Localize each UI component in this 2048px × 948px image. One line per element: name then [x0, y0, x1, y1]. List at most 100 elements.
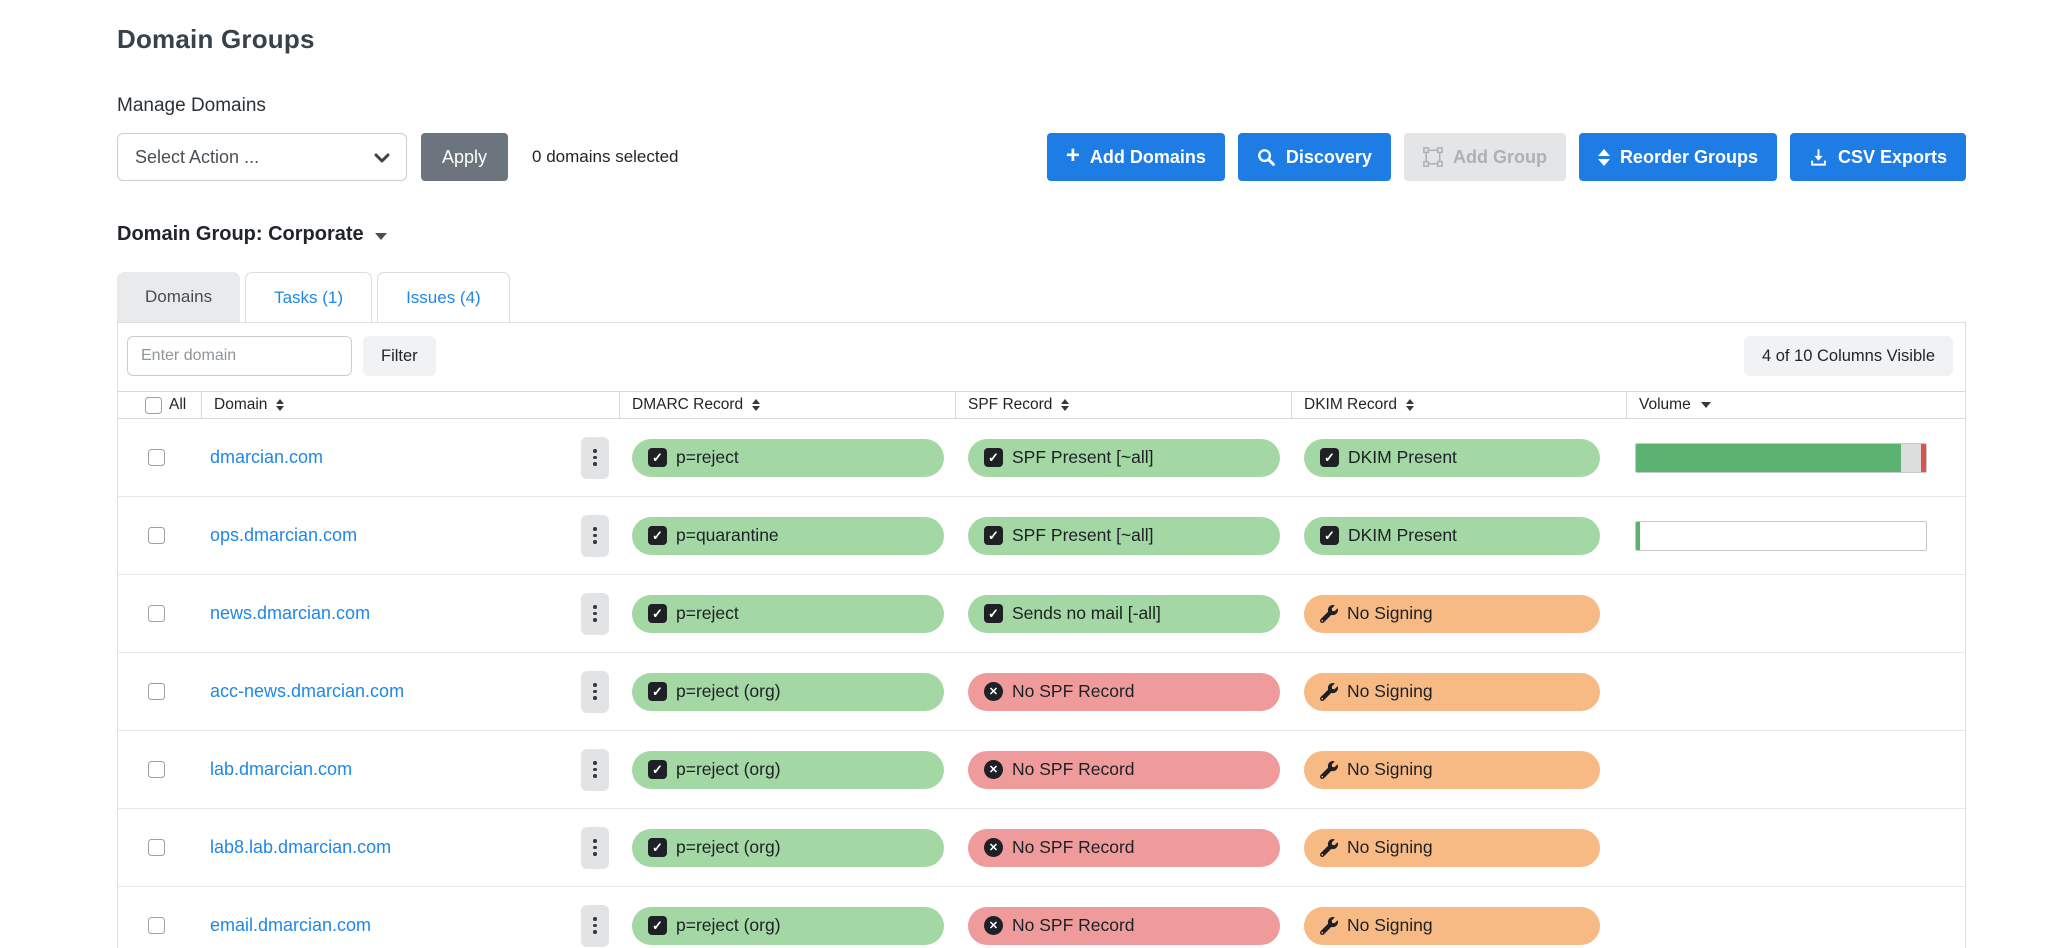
- domain-link[interactable]: acc-news.dmarcian.com: [210, 681, 405, 701]
- discovery-button[interactable]: Discovery: [1237, 133, 1391, 181]
- table-row: lab.dmarcian.com ✓ p=reject (org) ✕ No SPF R…: [118, 731, 1965, 809]
- status-badge: No Signing: [1304, 672, 1600, 711]
- row-checkbox[interactable]: [148, 527, 165, 544]
- sort-icon: [1061, 398, 1070, 412]
- check-square-icon: ✓: [648, 682, 667, 701]
- status-badge: ✓ Sends no mail [-all]: [968, 594, 1280, 633]
- add-domains-label: Add Domains: [1089, 146, 1206, 167]
- domain-group-selector[interactable]: Domain Group: Corporate: [117, 223, 387, 246]
- badge-label: SPF Present [~all]: [1012, 447, 1154, 467]
- status-badge: ✓ p=reject (org): [632, 672, 944, 711]
- badge-label: No Signing: [1347, 837, 1433, 857]
- sort-icon: [752, 398, 761, 412]
- select-all-label: All: [169, 396, 187, 413]
- domain-link[interactable]: news.dmarcian.com: [210, 603, 371, 623]
- domain-link[interactable]: email.dmarcian.com: [210, 915, 372, 935]
- wrench-icon: [1320, 604, 1338, 623]
- volume-bar: [1635, 442, 1927, 473]
- badge-label: DKIM Present: [1348, 447, 1457, 467]
- row-actions-menu-button[interactable]: [581, 904, 609, 947]
- status-badge: ✓ p=reject: [632, 594, 944, 633]
- badge-label: No SPF Record: [1012, 915, 1135, 935]
- row-checkbox[interactable]: [148, 839, 165, 856]
- table-row: ops.dmarcian.com ✓ p=quarantine ✓ SPF Presen…: [118, 497, 1965, 575]
- csv-exports-button[interactable]: CSV Exports: [1789, 133, 1966, 181]
- row-checkbox[interactable]: [148, 683, 165, 700]
- table-header: All Domain DMARC Record SPF Record DKIM …: [118, 391, 1965, 419]
- badge-label: p=reject (org): [676, 681, 781, 701]
- badge-label: p=quarantine: [676, 525, 779, 545]
- add-group-button: Add Group: [1403, 133, 1566, 181]
- x-circle-icon: ✕: [984, 682, 1003, 701]
- check-square-icon: ✓: [1320, 526, 1339, 545]
- status-badge: ✓ DKIM Present: [1304, 516, 1600, 555]
- domain-link[interactable]: ops.dmarcian.com: [210, 525, 358, 545]
- badge-label: p=reject (org): [676, 759, 781, 779]
- object-group-icon: [1423, 147, 1443, 167]
- header-select-all: All: [118, 392, 201, 418]
- tab-issues[interactable]: Issues (4): [377, 272, 510, 322]
- volume-bar: [1635, 520, 1927, 551]
- status-badge: No Signing: [1304, 594, 1600, 633]
- check-square-icon: ✓: [984, 604, 1003, 623]
- row-checkbox[interactable]: [148, 917, 165, 934]
- row-checkbox[interactable]: [148, 761, 165, 778]
- wrench-icon: [1320, 838, 1338, 857]
- table-row: acc-news.dmarcian.com ✓ p=reject (org) ✕ No …: [118, 653, 1965, 731]
- badge-label: No SPF Record: [1012, 681, 1135, 701]
- domain-filter-input[interactable]: [127, 336, 352, 376]
- row-actions-menu-button[interactable]: [581, 670, 609, 713]
- header-dmarc-record[interactable]: DMARC Record: [619, 392, 955, 418]
- status-badge: ✓ p=reject (org): [632, 750, 944, 789]
- badge-label: p=reject: [676, 447, 739, 467]
- controls-row: Select Action ... Apply 0 domains select…: [117, 133, 1966, 181]
- badge-label: p=reject: [676, 603, 739, 623]
- row-actions-menu-button[interactable]: [581, 592, 609, 635]
- reorder-groups-label: Reorder Groups: [1619, 146, 1758, 167]
- x-circle-icon: ✕: [984, 838, 1003, 857]
- check-square-icon: ✓: [648, 760, 667, 779]
- search-icon: [1257, 148, 1275, 166]
- apply-button[interactable]: Apply: [421, 133, 509, 181]
- columns-visible-button[interactable]: 4 of 10 Columns Visible: [1743, 336, 1953, 376]
- tab-tasks[interactable]: Tasks (1): [245, 272, 373, 322]
- domain-link[interactable]: dmarcian.com: [210, 447, 324, 467]
- row-checkbox[interactable]: [148, 449, 165, 466]
- header-dkim-record[interactable]: DKIM Record: [1291, 392, 1626, 418]
- x-circle-icon: ✕: [984, 760, 1003, 779]
- download-icon: [1811, 148, 1826, 166]
- reorder-groups-button[interactable]: Reorder Groups: [1578, 133, 1777, 181]
- badge-label: DKIM Present: [1348, 525, 1457, 545]
- badge-label: No Signing: [1347, 681, 1433, 701]
- check-square-icon: ✓: [984, 526, 1003, 545]
- table-body: dmarcian.com ✓ p=reject ✓ SPF Present [~all]…: [118, 419, 1965, 948]
- check-square-icon: ✓: [648, 526, 667, 545]
- status-badge: No Signing: [1304, 750, 1600, 789]
- row-actions-menu-button[interactable]: [581, 514, 609, 557]
- table-row: news.dmarcian.com ✓ p=reject ✓ Sends no mail…: [118, 575, 1965, 653]
- badge-label: p=reject (org): [676, 915, 781, 935]
- select-all-checkbox[interactable]: [145, 396, 162, 414]
- toolbar: + Add Domains Discovery Add Group Reorde…: [1046, 133, 1966, 181]
- wrench-icon: [1320, 916, 1338, 935]
- action-select[interactable]: Select Action ...: [117, 133, 407, 181]
- domain-link[interactable]: lab.dmarcian.com: [210, 759, 353, 779]
- row-actions-menu-button[interactable]: [581, 826, 609, 869]
- header-domain[interactable]: Domain: [201, 392, 619, 418]
- add-domains-button[interactable]: + Add Domains: [1046, 133, 1225, 181]
- page-content: Domain Groups Manage Domains Select Acti…: [117, 24, 1966, 948]
- filter-button[interactable]: Filter: [363, 336, 436, 376]
- header-volume[interactable]: Volume: [1626, 392, 1965, 418]
- row-checkbox[interactable]: [148, 605, 165, 622]
- plus-icon: +: [1065, 141, 1080, 169]
- domain-link[interactable]: lab8.lab.dmarcian.com: [210, 837, 392, 857]
- row-actions-menu-button[interactable]: [581, 748, 609, 791]
- row-actions-menu-button[interactable]: [581, 436, 609, 479]
- status-badge: No Signing: [1304, 828, 1600, 867]
- sort-vertical-icon: [1597, 148, 1610, 166]
- check-square-icon: ✓: [1320, 448, 1339, 467]
- header-spf-record[interactable]: SPF Record: [955, 392, 1291, 418]
- action-select-value: Select Action ...: [135, 146, 260, 167]
- tab-domains[interactable]: Domains: [117, 272, 241, 322]
- status-badge: ✕ No SPF Record: [968, 672, 1280, 711]
